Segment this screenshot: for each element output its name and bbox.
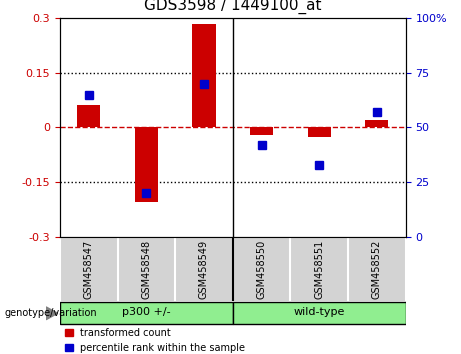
Text: GSM458547: GSM458547	[84, 239, 94, 299]
Text: GSM458552: GSM458552	[372, 239, 382, 299]
Text: GSM458548: GSM458548	[142, 239, 151, 299]
Text: wild-type: wild-type	[294, 307, 345, 317]
Text: GSM458551: GSM458551	[314, 239, 324, 299]
Bar	[135, 127, 158, 202]
FancyBboxPatch shape	[233, 302, 406, 324]
Bar	[308, 127, 331, 137]
Bar	[250, 127, 273, 136]
Text: p300 +/-: p300 +/-	[122, 307, 171, 317]
Bar	[365, 120, 388, 127]
Legend: transformed count, percentile rank within the sample: transformed count, percentile rank withi…	[65, 328, 245, 353]
Text: GSM458550: GSM458550	[257, 239, 266, 299]
Bar	[77, 105, 100, 127]
Text: genotype/variation: genotype/variation	[5, 308, 97, 318]
FancyBboxPatch shape	[60, 302, 233, 324]
Polygon shape	[46, 307, 58, 320]
Bar	[193, 24, 216, 127]
Text: GSM458549: GSM458549	[199, 239, 209, 299]
Title: GDS3598 / 1449100_at: GDS3598 / 1449100_at	[144, 0, 322, 13]
